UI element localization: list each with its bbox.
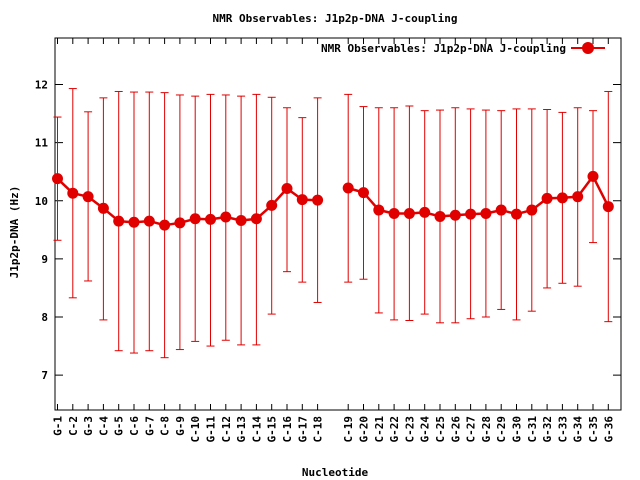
x-tick-label: G-15 [266, 416, 279, 443]
series-line [347, 175, 610, 218]
legend-label: NMR Observables: J1p2p-DNA J-coupling [321, 42, 566, 55]
data-point [296, 194, 308, 206]
data-point [312, 194, 324, 206]
x-tick-label: G-28 [480, 416, 493, 443]
data-point [128, 216, 140, 228]
x-tick-label: C-14 [250, 416, 263, 443]
y-tick-label: 7 [41, 369, 48, 382]
x-tick-label: C-23 [403, 416, 416, 443]
data-point [602, 201, 614, 213]
data-point [495, 204, 507, 216]
data-point [526, 204, 538, 216]
data-point [281, 183, 293, 195]
x-tick-label: G-36 [602, 416, 615, 443]
x-tick-label: G-22 [388, 416, 401, 443]
data-point [143, 215, 155, 227]
series-line [56, 177, 318, 227]
x-tick-label: G-3 [82, 416, 95, 436]
data-point [174, 217, 186, 229]
x-tick-label: C-12 [220, 416, 233, 443]
y-tick-label: 8 [41, 311, 48, 324]
data-point [67, 187, 79, 199]
y-tick-label: 9 [41, 253, 48, 266]
data-point [250, 213, 262, 225]
data-points [52, 170, 614, 231]
x-axis-label: Nucleotide [302, 466, 369, 479]
data-point [403, 208, 415, 220]
data-point [480, 208, 492, 220]
x-tick-label: C-35 [587, 416, 600, 443]
plot-border [54, 37, 622, 411]
x-tick-label: C-8 [159, 416, 172, 436]
y-axis-label: J1p2p-DNA (Hz) [8, 186, 21, 279]
data-point [266, 199, 278, 211]
y-tick-label: 12 [35, 79, 48, 92]
x-tick-label: G-1 [52, 416, 65, 436]
chart-title: NMR Observables: J1p2p-DNA J-coupling [212, 12, 457, 25]
data-point [465, 208, 477, 220]
x-tick-label: G-5 [113, 416, 126, 436]
data-point [434, 210, 446, 222]
data-point [358, 187, 369, 199]
data-point [449, 209, 461, 221]
x-tick-label: C-33 [556, 416, 569, 443]
data-point [541, 192, 553, 204]
y-tick-label: 11 [35, 137, 49, 150]
x-tick-label: G-9 [174, 416, 187, 436]
data-point [419, 206, 431, 218]
data-point [52, 173, 63, 185]
data-point [220, 211, 232, 223]
x-tick-label: C-19 [342, 416, 355, 443]
data-point [189, 213, 201, 225]
x-tick-label: G-11 [205, 416, 218, 443]
x-tick-label: G-13 [235, 416, 248, 443]
plot-frame [54, 37, 622, 411]
y-tick-label: 10 [35, 195, 48, 208]
x-tick-label: C-16 [281, 416, 294, 443]
data-point [205, 213, 216, 225]
x-tick-label: G-17 [296, 416, 309, 443]
x-tick-label: C-21 [373, 416, 386, 443]
data-point [556, 192, 568, 204]
x-tick-label: C-10 [189, 416, 202, 443]
x-axis: G-1 C-2 G-3 C-4 G-5 C-6 G-7 C-8 G-9 C-10 G-11 C-12 G… [52, 38, 615, 443]
data-point [388, 208, 400, 220]
data-point [342, 182, 354, 194]
x-tick-label: C-27 [465, 416, 478, 443]
x-tick-label: G-24 [419, 416, 432, 443]
x-tick-label: C-29 [495, 416, 508, 443]
x-tick-label: C-25 [434, 416, 447, 443]
x-tick-label: C-6 [128, 416, 141, 436]
legend: NMR Observables: J1p2p-DNA J-coupling [321, 42, 605, 55]
data-point [587, 170, 599, 182]
x-tick-label: C-18 [312, 416, 325, 443]
data-point [235, 215, 247, 227]
x-tick-label: G-26 [449, 416, 462, 443]
data-point [511, 208, 522, 220]
x-tick-label: G-7 [143, 416, 156, 436]
legend-marker-swatch [582, 42, 594, 54]
x-tick-label: G-20 [358, 416, 371, 443]
y-axis: 7 8 9 10 11 12 [35, 79, 621, 382]
x-tick-label: C-31 [526, 416, 539, 443]
data-point [572, 191, 584, 203]
x-tick-label: G-34 [572, 416, 585, 443]
data-point [373, 204, 385, 216]
x-tick-label: G-30 [511, 416, 524, 443]
data-point [159, 219, 171, 231]
x-tick-label: G-32 [541, 416, 554, 443]
x-tick-label: C-4 [97, 416, 110, 436]
data-point [113, 215, 125, 227]
series-lines [56, 175, 610, 227]
data-point [82, 191, 94, 203]
data-point [97, 202, 109, 214]
x-tick-label: C-2 [67, 416, 80, 436]
